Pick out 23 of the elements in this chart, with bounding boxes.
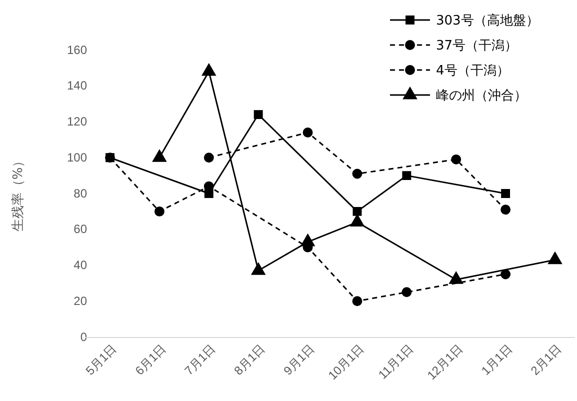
y-tick-label: 140 (66, 78, 88, 93)
x-tick-label: 8月1日 (231, 342, 268, 378)
x-tick-label: 12月1日 (424, 342, 466, 383)
legend-label: 303号（高地盤） (436, 12, 539, 29)
y-tick-label: 80 (74, 186, 88, 200)
y-axis-title: 生残率（%） (10, 154, 26, 232)
x-tick-label: 2月1日 (528, 342, 564, 378)
y-tick-label: 20 (74, 294, 88, 308)
y-tick-label: 120 (66, 114, 88, 129)
x-tick-label: 10月1日 (326, 342, 367, 383)
x-tick-label: 7月1日 (182, 342, 218, 378)
legend-label: 峰の州（沖合） (436, 88, 527, 104)
x-tick-label: 11月1日 (376, 342, 416, 382)
x-tick-label: 6月1日 (132, 342, 169, 378)
y-tick-label: 100 (66, 150, 88, 164)
legend-label: 4号（干潟） (436, 64, 510, 79)
y-tick-label: 160 (66, 42, 88, 57)
legend-label: 37号（干潟） (436, 38, 518, 54)
y-tick-label: 40 (74, 258, 88, 272)
y-tick-label: 60 (74, 222, 88, 236)
x-tick-label: 9月1日 (280, 342, 318, 378)
x-tick-label: 1月1日 (478, 342, 515, 378)
x-tick-label: 5月1日 (83, 342, 120, 378)
